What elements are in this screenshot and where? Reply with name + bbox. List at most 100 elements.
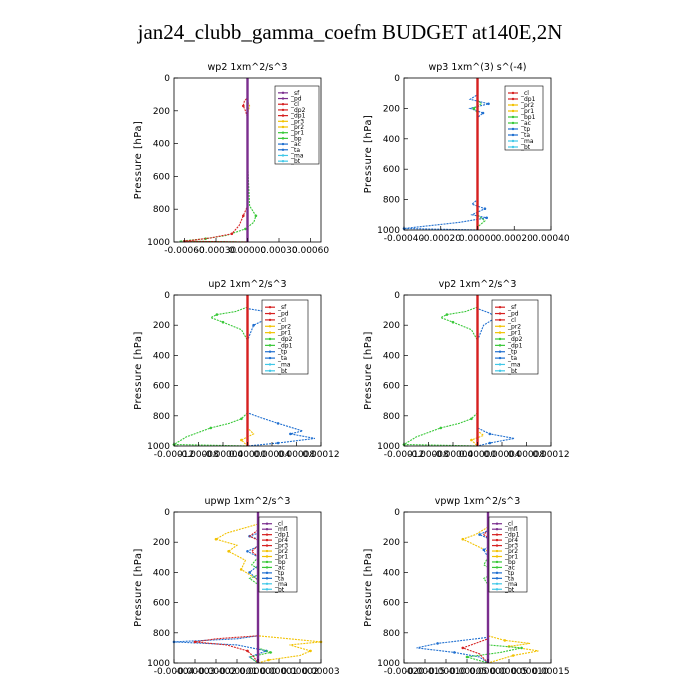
series-point (246, 550, 249, 553)
legend-label: _bp (504, 559, 516, 566)
series-point (470, 417, 473, 421)
series-point (215, 313, 219, 316)
y-tick-label: 400 (153, 140, 170, 150)
legend-label: _cl (274, 521, 283, 528)
legend-label: _pd (277, 311, 289, 318)
y-tick-label: 1000 (147, 659, 170, 669)
series-point (488, 432, 492, 436)
series-point (451, 320, 455, 324)
y-tick-label: 200 (383, 538, 400, 548)
legend-marker (281, 120, 285, 123)
legend-marker (268, 312, 272, 315)
x-tick-label: 0.00000 (469, 667, 506, 677)
x-tick-label: 0.00000 (239, 667, 276, 677)
legend-label: _tp (520, 126, 530, 133)
legend-label: _cl (277, 317, 286, 324)
series-point (244, 227, 247, 231)
legend-label: _ma (504, 581, 518, 588)
legend-marker (268, 331, 272, 334)
y-tick-label: 800 (383, 412, 400, 422)
y-tick-label: 1000 (377, 226, 400, 236)
legend-label: _dp2 (290, 107, 306, 114)
y-tick-label: 400 (383, 568, 400, 578)
series-point (242, 104, 245, 108)
legend-marker (511, 109, 515, 113)
legend-label: _dp2 (277, 336, 293, 343)
x-tick-label: 0.00000 (459, 234, 496, 244)
series-point (309, 649, 312, 653)
legend-marker (281, 148, 285, 151)
legend-label: _pr2 (504, 548, 518, 555)
series-point (269, 651, 272, 654)
legend-label: _tp (507, 349, 517, 356)
series-point (481, 111, 485, 115)
series-point (465, 655, 469, 659)
legend-label: _ta (520, 132, 530, 139)
legend-box (504, 85, 544, 151)
legend-marker (511, 127, 515, 131)
x-tick-label: 0.00002 (281, 667, 318, 677)
legend-marker (281, 91, 285, 95)
x-tick-label: -0.00040 (384, 234, 425, 244)
x-tick-label: -0.00012 (154, 450, 194, 460)
series-point (276, 441, 280, 445)
legend-marker (268, 344, 272, 347)
series-point (227, 550, 230, 553)
legend-label: _pr2 (290, 124, 304, 131)
legend-label: _pd (290, 96, 302, 103)
legend-label: _cl (290, 101, 299, 108)
series-point (439, 426, 443, 430)
legend-marker (511, 145, 515, 149)
legend-marker (268, 325, 272, 328)
series-point (478, 533, 481, 536)
y-tick-label: 0 (394, 291, 400, 301)
y-tick-label: 0 (164, 291, 170, 301)
legend-marker (281, 97, 285, 100)
panel-title: wp2 1xm^2/s^3 (208, 62, 288, 73)
legend-marker (495, 555, 499, 558)
legend-label: _tp (274, 570, 284, 577)
legend-box (261, 299, 309, 375)
legend-marker (281, 125, 285, 129)
legend-label: _sf (290, 90, 300, 97)
series-line (472, 78, 486, 230)
legend-label: _ac (290, 141, 301, 148)
legend-marker (268, 369, 272, 373)
legend-label: _ma (277, 361, 291, 368)
legend-marker (265, 555, 269, 558)
chart-panel-3: up2 1xm^2/s^3 Pressure [hPa] 0 200 400 600 800… (133, 279, 340, 460)
chart-panel-5: upwp 1xm^2/s^3 Pressure [hPa] 0 200 400 600 80… (133, 496, 340, 677)
series-point (267, 658, 270, 662)
series-line (402, 295, 479, 447)
y-tick-label: 600 (383, 382, 400, 392)
x-tick-label: -0.00030 (196, 246, 237, 256)
legend-marker (511, 139, 515, 143)
series-point (221, 320, 225, 324)
legend-label: _ta (504, 575, 514, 582)
legend-label: _bt (277, 368, 288, 375)
x-tick-label: -0.00008 (408, 450, 449, 460)
y-tick-label: 600 (383, 165, 400, 175)
y-tick-label: 0 (394, 74, 400, 84)
legend-marker (495, 560, 499, 564)
y-tick-label: 200 (383, 321, 400, 331)
x-tick-label: 0.00000 (229, 450, 266, 460)
y-tick-label: 400 (153, 351, 170, 361)
chart-panel-2: wp3 1xm^(3) s^(-4) Pressure [hPa] 0 200 400 6… (363, 62, 570, 244)
legend-marker (268, 356, 272, 360)
x-tick-label: 0.00015 (532, 667, 569, 677)
legend-marker (498, 369, 502, 373)
chart-panel-4: vp2 1xm^2/s^3 Pressure [hPa] 0 200 400 600 800… (363, 279, 570, 460)
y-tick-label: 800 (153, 205, 170, 215)
y-axis-label: Pressure [hPa] (363, 331, 374, 410)
legend-marker (495, 571, 499, 575)
legend-label: _ma (520, 138, 534, 145)
legend-marker (281, 103, 285, 106)
legend-label: _dp1 (520, 96, 536, 103)
legend-label: _ac (274, 564, 285, 571)
chart-panel-1: wp2 1xm^2/s^3 Pressure [hPa] 0 200 400 600 800… (133, 62, 329, 256)
legend-marker (498, 344, 502, 347)
series-point (487, 102, 490, 106)
legend-label: _sf (507, 304, 517, 311)
legend-marker (511, 103, 515, 107)
